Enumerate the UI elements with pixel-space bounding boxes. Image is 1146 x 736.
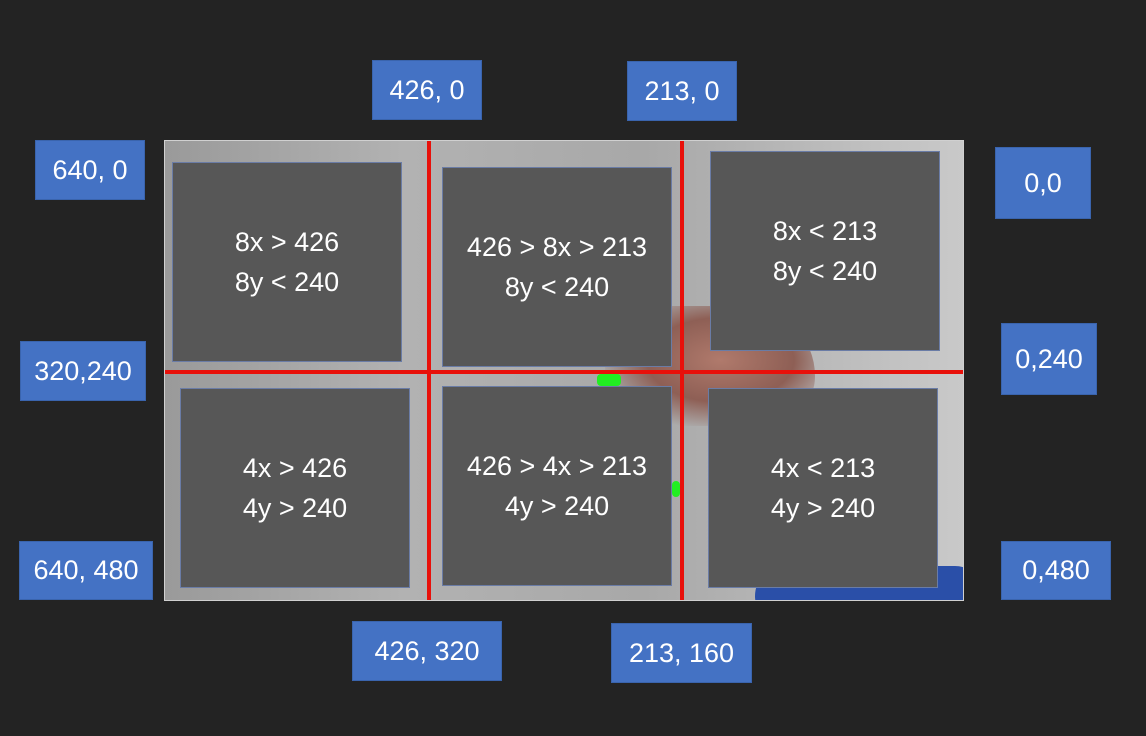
label-top-left-corner: 640, 0	[35, 140, 145, 200]
cell-bottom-right: 4x < 213 4y > 240	[708, 388, 938, 588]
cell-bottom-middle-line2: 4y > 240	[504, 491, 610, 521]
label-bottom-213: 213, 160	[611, 623, 752, 683]
cell-top-right-line1: 8x < 213	[772, 216, 878, 246]
label-top-right-corner: 0,0	[995, 147, 1091, 219]
label-top-426: 426, 0	[372, 60, 482, 120]
cell-top-middle-line2: 8y < 240	[504, 272, 610, 302]
cell-bottom-right-line1: 4x < 213	[770, 453, 876, 483]
label-bottom-right-corner: 0,480	[1001, 541, 1111, 600]
cell-bottom-left-line1: 4x > 426	[242, 453, 348, 483]
cell-bottom-left-line2: 4y > 240	[242, 493, 348, 523]
cell-bottom-middle-line1: 426 > 4x > 213	[466, 451, 648, 481]
label-bottom-left-corner: 640, 480	[19, 541, 153, 600]
camera-frame: 8x > 426 8y < 240 426 > 8x > 213 8y < 24…	[164, 140, 964, 601]
label-middle-left: 320,240	[20, 341, 146, 401]
cell-bottom-left: 4x > 426 4y > 240	[180, 388, 410, 588]
cell-top-left-line2: 8y < 240	[234, 267, 340, 297]
cell-top-left-line1: 8x > 426	[234, 227, 340, 257]
grid-line-horizontal	[165, 370, 963, 374]
label-middle-right: 0,240	[1001, 323, 1097, 395]
label-top-213: 213, 0	[627, 61, 737, 121]
label-bottom-426: 426, 320	[352, 621, 502, 681]
cell-top-middle: 426 > 8x > 213 8y < 240	[442, 167, 672, 367]
cell-bottom-middle: 426 > 4x > 213 4y > 240	[442, 386, 672, 586]
tracking-marker-edge	[672, 481, 680, 497]
cell-top-right: 8x < 213 8y < 240	[710, 151, 940, 351]
tracking-marker	[597, 374, 621, 386]
cell-bottom-right-line2: 4y > 240	[770, 493, 876, 523]
cell-top-left: 8x > 426 8y < 240	[172, 162, 402, 362]
cell-top-middle-line1: 426 > 8x > 213	[466, 232, 648, 262]
cell-top-right-line2: 8y < 240	[772, 256, 878, 286]
